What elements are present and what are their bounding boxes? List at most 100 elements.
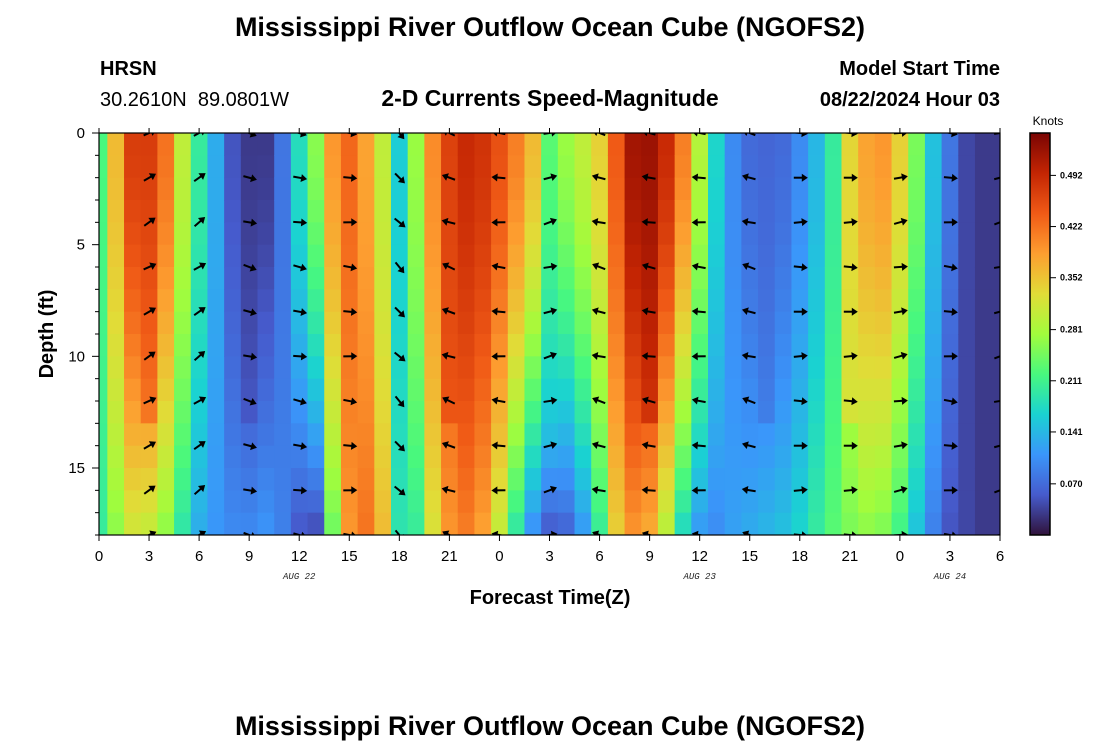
heatmap-cell xyxy=(524,468,542,491)
heatmap-cell xyxy=(641,401,659,424)
heatmap-cell xyxy=(824,490,843,514)
heatmap-cell xyxy=(407,445,425,469)
heatmap-cell xyxy=(157,490,175,514)
heatmap-cell xyxy=(641,468,659,491)
heatmap-cell xyxy=(307,200,325,223)
heatmap-cell xyxy=(691,445,709,469)
heatmap-cell xyxy=(624,200,642,223)
heatmap-cell xyxy=(374,401,392,424)
heatmap-cell xyxy=(924,334,943,357)
heatmap-cell xyxy=(457,334,476,357)
current-vector xyxy=(843,173,858,182)
heatmap-cell xyxy=(808,378,826,402)
heatmap-cell xyxy=(591,445,609,469)
heatmap-cell xyxy=(407,334,425,357)
heatmap-cell xyxy=(524,423,542,447)
colorbar-tick-label: 0.352 xyxy=(1060,273,1083,283)
heatmap-cell xyxy=(791,401,809,424)
page-title-top: Mississippi River Outflow Ocean Cube (NG… xyxy=(235,12,865,42)
current-vector xyxy=(143,262,157,271)
heatmap-cell xyxy=(724,401,742,424)
heatmap-cell xyxy=(741,334,759,357)
heatmap-cell xyxy=(941,155,959,179)
heatmap-cell xyxy=(507,155,526,179)
heatmap-cell xyxy=(99,200,108,223)
heatmap-cell xyxy=(724,445,742,469)
heatmap-cell xyxy=(507,133,526,156)
current-vector xyxy=(243,442,257,451)
heatmap-cell xyxy=(574,445,592,469)
heatmap-cell xyxy=(290,244,309,268)
heatmap-cell xyxy=(758,378,776,402)
heatmap-cell xyxy=(524,490,542,514)
heatmap-cell xyxy=(257,356,275,380)
heatmap-cell xyxy=(290,155,309,179)
heatmap-cell xyxy=(858,244,876,268)
heatmap-cell xyxy=(124,356,142,380)
heatmap-cell xyxy=(741,468,759,491)
heatmap-cell xyxy=(808,200,826,223)
heatmap-cell xyxy=(324,401,342,424)
heatmap-cell xyxy=(257,133,275,156)
heatmap-cell xyxy=(908,468,926,491)
heatmap-cell xyxy=(174,155,192,179)
heatmap-cell xyxy=(140,222,158,246)
heatmap-cell xyxy=(124,177,142,201)
x-tick-label: 6 xyxy=(195,548,203,565)
heatmap-cell xyxy=(774,334,793,357)
heatmap-cell xyxy=(624,289,642,313)
heatmap-cell xyxy=(157,155,175,179)
heatmap-cell xyxy=(307,512,325,535)
heatmap-cell xyxy=(841,155,859,179)
heatmap-cell xyxy=(190,200,209,223)
heatmap-cell xyxy=(157,244,175,268)
heatmap-cell xyxy=(524,267,542,290)
heatmap-cell xyxy=(140,378,158,402)
heatmap-cell xyxy=(157,512,175,535)
heatmap-cell xyxy=(591,401,609,424)
heatmap-cell xyxy=(257,468,275,491)
heatmap-cell xyxy=(257,267,275,290)
heatmap-cell xyxy=(941,177,959,201)
heatmap-cell xyxy=(390,222,409,246)
current-vector xyxy=(441,351,456,360)
heatmap-cell xyxy=(124,244,142,268)
heatmap-cell xyxy=(507,401,526,424)
y-axis-label: Depth (ft) xyxy=(36,290,58,379)
heatmap-cell xyxy=(374,133,392,156)
heatmap-cell xyxy=(390,244,409,268)
heatmap-cell xyxy=(340,468,359,491)
heatmap-cell xyxy=(724,222,742,246)
heatmap-cell xyxy=(724,200,742,223)
heatmap-cell xyxy=(457,490,476,514)
x-tick-label: 3 xyxy=(145,548,153,565)
heatmap-cell xyxy=(808,356,826,380)
current-vector xyxy=(143,485,156,495)
heatmap-cell xyxy=(157,445,175,469)
heatmap-cell xyxy=(691,200,709,223)
heatmap-cell xyxy=(774,423,793,447)
heatmap-cell xyxy=(774,378,793,402)
heatmap-cell xyxy=(674,423,692,447)
heatmap-cell xyxy=(724,423,742,447)
heatmap-cell xyxy=(324,222,342,246)
heatmap-cell xyxy=(974,445,993,469)
heatmap-cell xyxy=(524,244,542,268)
heatmap-cell xyxy=(624,133,642,156)
heatmap-cell xyxy=(557,512,576,535)
x-tick-label: 6 xyxy=(595,548,603,565)
heatmap-cell xyxy=(741,133,759,156)
heatmap-cell xyxy=(324,177,342,201)
heatmap-cell xyxy=(340,244,359,268)
heatmap-cell xyxy=(224,311,242,335)
heatmap-cell xyxy=(557,401,576,424)
heatmap-cell xyxy=(891,177,909,201)
heatmap-cell xyxy=(874,378,893,402)
heatmap-cell xyxy=(541,490,559,514)
heatmap-cell xyxy=(174,200,192,223)
heatmap-cell xyxy=(240,311,259,335)
heatmap-cell xyxy=(574,289,592,313)
heatmap-cell xyxy=(307,423,325,447)
heatmap-cell xyxy=(441,200,459,223)
heatmap-cell xyxy=(641,311,659,335)
